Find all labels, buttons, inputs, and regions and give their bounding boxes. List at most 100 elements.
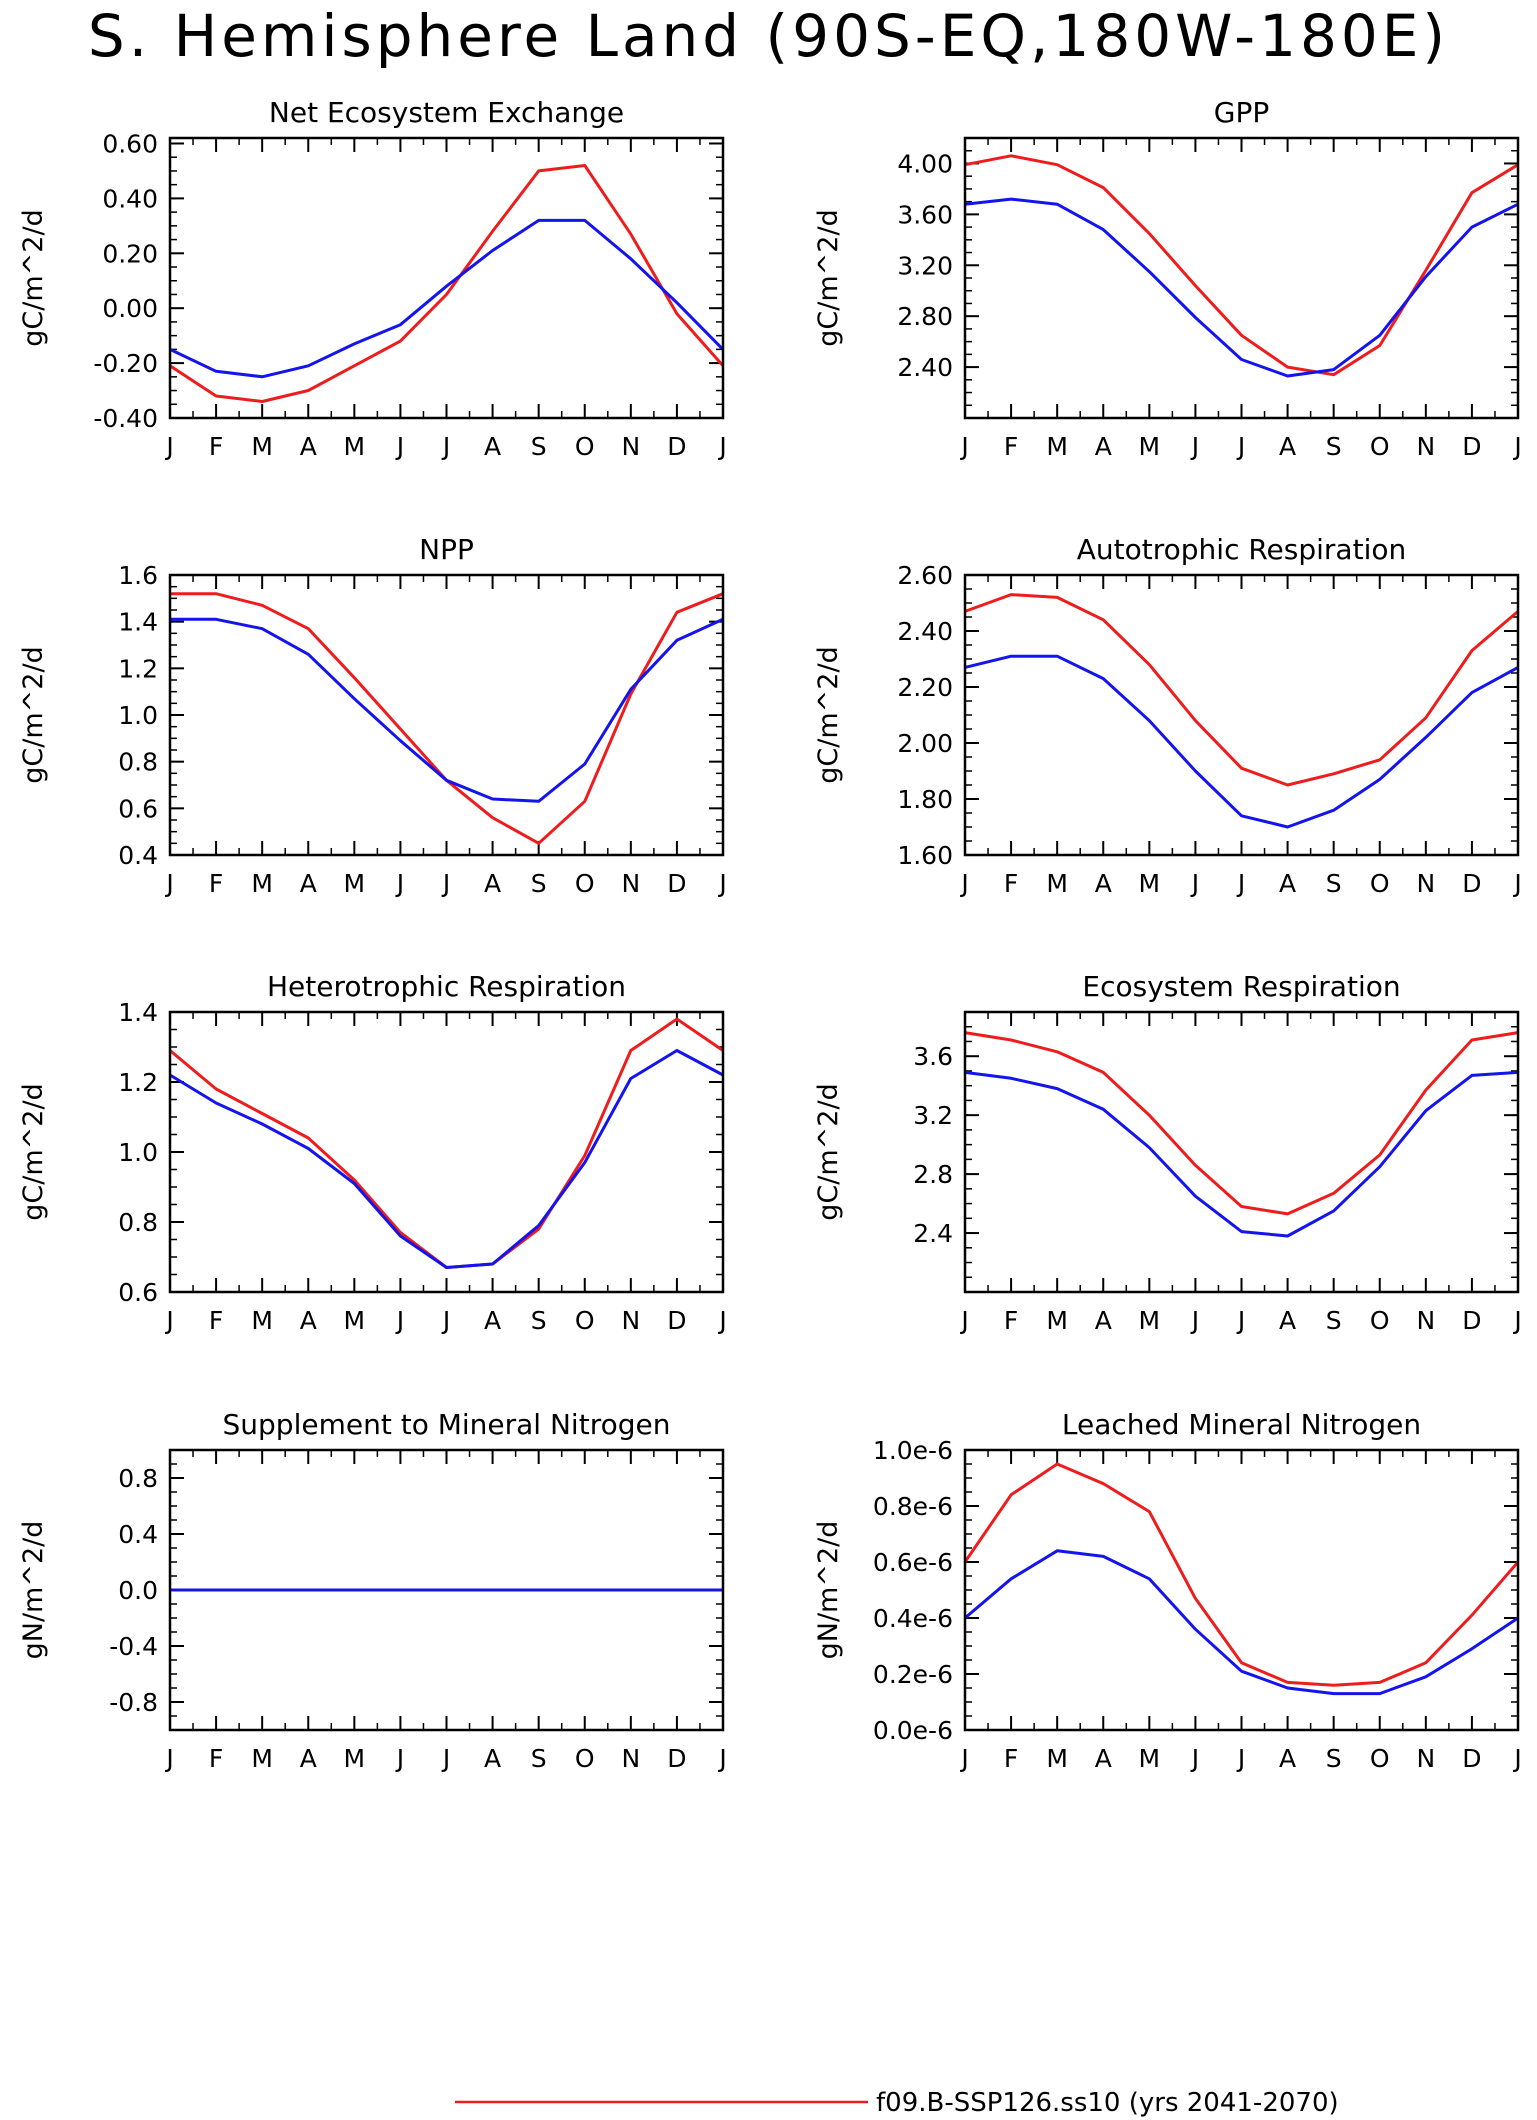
- y-tick-label: 0.6: [118, 1278, 158, 1307]
- chart-title: Autotrophic Respiration: [1077, 533, 1406, 566]
- x-tick-label: J: [1190, 1744, 1199, 1773]
- x-tick-label: J: [1512, 1306, 1521, 1335]
- series-line-red: [964, 154, 1519, 377]
- y-tick-label: 1.60: [897, 841, 953, 870]
- x-tick-label: A: [300, 1306, 317, 1335]
- chart-title: Ecosystem Respiration: [1082, 970, 1400, 1003]
- y-tick-label: 2.00: [897, 729, 953, 758]
- x-tick-label: D: [667, 1306, 686, 1335]
- x-tick-label: M: [251, 432, 273, 461]
- x-tick-label: J: [1512, 432, 1521, 461]
- x-tick-label: J: [164, 1744, 173, 1773]
- y-tick-label: 0.4e-6: [873, 1604, 953, 1633]
- plot-frame: [963, 573, 1520, 857]
- y-tick-label: 0.2e-6: [873, 1660, 953, 1689]
- x-tick-label: J: [1236, 432, 1245, 461]
- y-tick-label: 4.00: [897, 149, 953, 178]
- plot-frame: [963, 1448, 1520, 1732]
- y-tick-label: 2.20: [897, 673, 953, 702]
- x-tick-label: F: [1004, 1744, 1018, 1773]
- legend-label: f09.B-SSP126.ss10 (yrs 2041-2070): [876, 2088, 1339, 2118]
- plot-frame: [963, 1010, 1520, 1294]
- x-tick-label: O: [1370, 432, 1390, 461]
- x-tick-label: F: [1004, 869, 1018, 898]
- x-tick-label: J: [717, 1744, 726, 1773]
- x-tick-label: M: [251, 1744, 273, 1773]
- x-tick-label: S: [1326, 432, 1342, 461]
- y-tick-label: 3.20: [897, 251, 953, 280]
- chart-panel-7: Supplement to Mineral Nitrogen gN/m^2/d J F…: [18, 1408, 727, 1773]
- x-tick-label: M: [344, 1744, 366, 1773]
- x-tick-label: A: [1279, 1306, 1296, 1335]
- x-tick-label: S: [531, 432, 547, 461]
- x-tick-label: J: [441, 1306, 450, 1335]
- x-tick-label: A: [1095, 1744, 1112, 1773]
- y-tick-label: 2.80: [897, 302, 953, 331]
- y-tick-label: 3.60: [897, 200, 953, 229]
- chart-title: Net Ecosystem Exchange: [269, 96, 624, 129]
- y-tick-label: -0.40: [93, 404, 158, 433]
- y-tick-label: 0.0e-6: [873, 1716, 953, 1745]
- series-line-red: [963, 1462, 1520, 1687]
- x-tick-label: J: [441, 1744, 450, 1773]
- chart-title: GPP: [1214, 96, 1269, 129]
- x-tick-label: M: [344, 1306, 366, 1335]
- y-tick-label: 2.40: [897, 617, 953, 646]
- x-tick-label: J: [717, 432, 726, 461]
- x-tick-label: J: [395, 1744, 404, 1773]
- y-tick-label: 1.6: [118, 561, 158, 590]
- y-tick-label: 0.20: [102, 239, 158, 268]
- x-tick-label: N: [621, 1744, 640, 1773]
- plot-frame: [168, 1448, 725, 1732]
- y-tick-label: 0.8: [118, 1464, 158, 1493]
- y-tick-label: 0.00: [102, 294, 158, 323]
- y-tick-label: 3.2: [913, 1101, 953, 1130]
- x-tick-label: M: [251, 869, 273, 898]
- x-tick-label: J: [1190, 432, 1199, 461]
- x-tick-label: J: [1190, 1306, 1199, 1335]
- y-tick-label: 0.40: [102, 184, 158, 213]
- x-tick-label: F: [1004, 1306, 1018, 1335]
- plot-frame: [168, 136, 725, 420]
- x-tick-label: D: [667, 1744, 686, 1773]
- x-tick-label: J: [1236, 1744, 1245, 1773]
- series-line-red: [964, 593, 1519, 787]
- chart-title: NPP: [419, 533, 474, 566]
- x-tick-label: O: [1370, 1744, 1390, 1773]
- y-tick-label: -0.20: [93, 349, 158, 378]
- x-tick-label: S: [531, 869, 547, 898]
- x-tick-label: M: [1139, 432, 1161, 461]
- y-tick-label: 1.0: [118, 1138, 158, 1167]
- chart-title: Leached Mineral Nitrogen: [1062, 1408, 1421, 1441]
- x-tick-label: A: [1279, 432, 1296, 461]
- plot-frame: [963, 136, 1520, 420]
- x-tick-label: O: [575, 1306, 595, 1335]
- x-tick-label: A: [1095, 432, 1112, 461]
- x-tick-label: J: [1236, 1306, 1245, 1335]
- x-tick-label: J: [395, 1306, 404, 1335]
- x-tick-label: O: [575, 432, 595, 461]
- x-tick-label: J: [959, 1306, 968, 1335]
- y-tick-label: 1.4: [118, 608, 158, 637]
- y-axis-label: gC/m^2/d: [813, 209, 844, 346]
- x-tick-label: J: [959, 1744, 968, 1773]
- chart-title: Supplement to Mineral Nitrogen: [223, 1408, 671, 1441]
- y-tick-label: 0.6: [118, 794, 158, 823]
- x-tick-label: A: [1095, 869, 1112, 898]
- y-tick-label: 0.4: [118, 841, 158, 870]
- x-tick-label: M: [1046, 432, 1068, 461]
- series-line-blue: [964, 654, 1519, 829]
- x-tick-label: M: [1046, 869, 1068, 898]
- x-tick-label: M: [1139, 869, 1161, 898]
- y-axis-label: gN/m^2/d: [18, 1521, 49, 1660]
- x-tick-label: A: [300, 869, 317, 898]
- x-tick-label: D: [667, 432, 686, 461]
- x-tick-label: A: [484, 1306, 501, 1335]
- y-tick-label: 1.0e-6: [873, 1436, 953, 1465]
- x-tick-label: N: [1416, 869, 1435, 898]
